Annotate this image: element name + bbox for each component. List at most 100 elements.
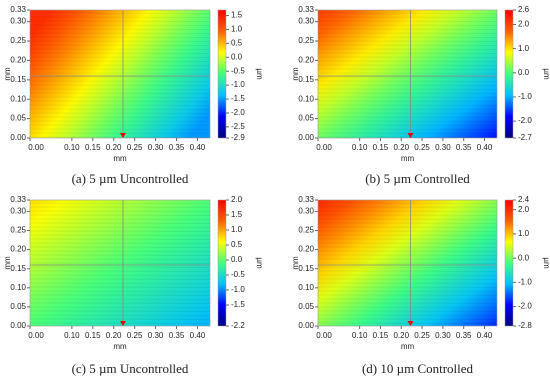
texture-line — [29, 278, 211, 280]
x-tick-label: 0.00 — [316, 331, 332, 340]
texture-line — [317, 250, 498, 252]
texture-line — [317, 60, 498, 62]
texture-line — [317, 258, 498, 260]
surface-map — [318, 200, 497, 326]
colorbar-tick-label: -1.0 — [231, 80, 245, 89]
texture-line — [29, 210, 211, 212]
y-tick-label: 0.05 — [10, 302, 26, 311]
y-axis-label: mm — [3, 67, 12, 81]
y-tick-label: 0.25 — [10, 226, 26, 235]
texture-line — [29, 56, 211, 58]
marker — [120, 133, 126, 138]
texture-line — [29, 242, 211, 244]
texture-line — [317, 12, 498, 14]
colorbar-tick-label: -2.5 — [231, 122, 245, 131]
texture-line — [29, 226, 211, 228]
y-tick-label: 0.10 — [10, 283, 26, 292]
texture-line — [317, 84, 498, 86]
plot-frame — [317, 199, 498, 327]
y-tick-label: 0.00 — [10, 133, 26, 142]
x-tick-label: 0.40 — [190, 143, 206, 152]
texture-line — [317, 310, 498, 312]
colorbar-tick-label: 2.4 — [518, 195, 530, 204]
colorbar-tick-label: 1.0 — [231, 225, 243, 234]
y-tick-label: 0.20 — [298, 245, 314, 254]
x-axis-label: mm — [113, 154, 127, 163]
texture-line — [29, 24, 211, 26]
texture-line — [317, 100, 498, 102]
y-tick-label: 0.15 — [10, 75, 26, 84]
texture-line — [317, 120, 498, 122]
colorbar-label: µm — [255, 257, 264, 269]
x-axis-label: mm — [401, 154, 415, 163]
texture-line — [29, 298, 211, 300]
texture-line — [317, 128, 498, 130]
texture-line — [29, 262, 211, 264]
y-tick-label: 0.00 — [298, 321, 314, 330]
texture-line — [29, 266, 211, 268]
texture-line — [317, 306, 498, 308]
y-tick-label: 0.20 — [298, 56, 314, 65]
colorbar-tick-label: 0.0 — [231, 52, 243, 61]
colorbar-tick-label: -2.8 — [518, 321, 532, 330]
texture-line — [317, 36, 498, 38]
marker — [407, 133, 414, 138]
y-tick-label: 0.15 — [298, 264, 314, 273]
texture-line — [317, 278, 498, 280]
texture-line — [29, 250, 211, 252]
texture-line — [29, 64, 211, 66]
texture-line — [29, 68, 211, 70]
x-tick-label: 0.20 — [106, 331, 122, 340]
x-tick-label: 0.20 — [393, 143, 409, 152]
y-tick-label: 0.05 — [298, 114, 314, 123]
colorbar-tick-label: 1.0 — [518, 229, 530, 238]
surface-map — [30, 10, 210, 138]
y-tick-label: 0.30 — [298, 207, 314, 216]
texture-line — [317, 298, 498, 300]
y-axis-label: mm — [3, 256, 12, 270]
y-tick-label: 0.10 — [298, 94, 314, 103]
texture-line — [29, 52, 211, 54]
texture-line — [29, 202, 211, 204]
texture-line — [29, 120, 211, 122]
texture-line — [29, 32, 211, 34]
colorbar — [217, 9, 227, 139]
texture-line — [29, 290, 211, 292]
texture-line — [317, 214, 498, 216]
colorbar-tick-label: 2.6 — [518, 5, 530, 14]
colorbar-tick-label: 2.0 — [231, 195, 243, 204]
texture-line — [317, 290, 498, 292]
x-tick-label: 0.35 — [456, 143, 472, 152]
x-tick-label: 0.15 — [373, 331, 389, 340]
texture-line — [29, 282, 211, 284]
colorbar-tick-label: 0.5 — [231, 240, 243, 249]
texture-line — [317, 48, 498, 50]
texture-line — [29, 254, 211, 256]
texture-line — [317, 270, 498, 272]
x-tick-label: 0.25 — [414, 143, 430, 152]
texture-line — [317, 116, 498, 118]
texture-line — [29, 116, 211, 118]
y-tick-label: 0.20 — [10, 245, 26, 254]
texture-line — [317, 20, 498, 22]
caption: (b) 5 µm Controlled — [365, 171, 470, 186]
texture-line — [29, 314, 211, 316]
x-tick-label: 0.35 — [169, 143, 185, 152]
colorbar — [504, 199, 514, 327]
colorbar-tick-label: -1.0 — [231, 285, 245, 294]
x-axis-label: mm — [113, 342, 127, 351]
x-tick-label: 0.20 — [393, 331, 409, 340]
x-tick-label: 0.30 — [435, 143, 451, 152]
texture-line — [317, 246, 498, 248]
colorbar-label: µm — [255, 68, 264, 80]
colorbar-tick-label: -2.2 — [231, 321, 245, 330]
colorbar-tick-label: -2.0 — [518, 302, 532, 311]
texture-line — [29, 274, 211, 276]
x-tick-label: 0.00 — [28, 331, 44, 340]
texture-line — [29, 60, 211, 62]
x-tick-label: 0.15 — [85, 143, 101, 152]
colorbar-tick-label: 1.0 — [518, 44, 530, 53]
texture-line — [29, 132, 211, 134]
texture-line — [317, 52, 498, 54]
texture-line — [29, 88, 211, 90]
